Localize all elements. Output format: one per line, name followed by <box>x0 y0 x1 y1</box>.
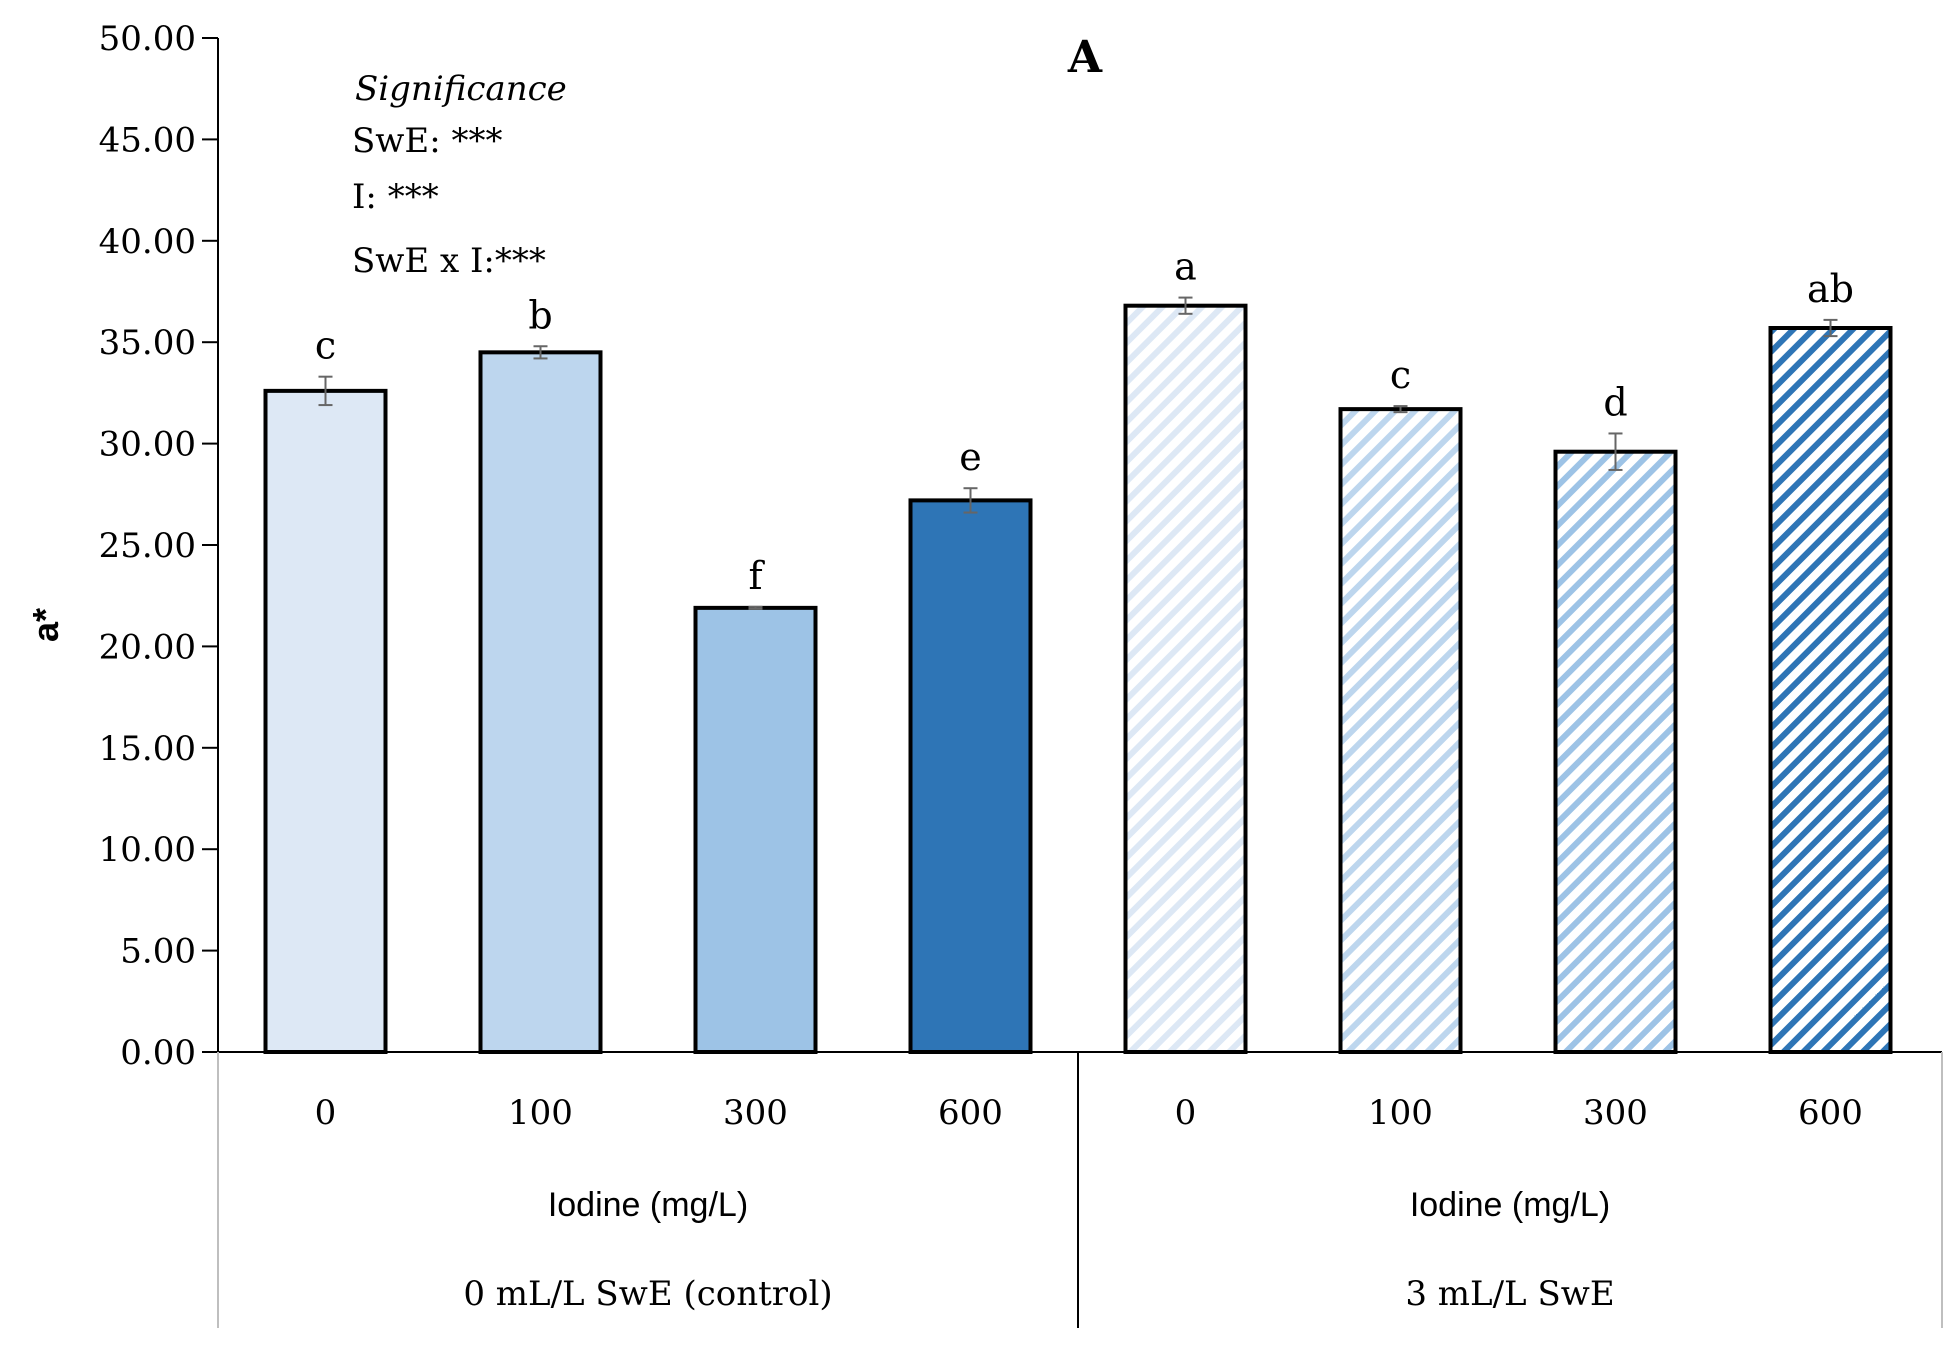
x-tick-label: 0 <box>315 1093 337 1133</box>
x-tick-label: 600 <box>938 1093 1003 1133</box>
bar <box>1123 303 1248 1055</box>
significance-heading: Significance <box>355 69 567 109</box>
y-tick-label: 45.00 <box>99 120 196 160</box>
y-axis-label: a* <box>25 608 66 642</box>
y-tick-label: 0.00 <box>120 1033 196 1073</box>
y-tick-label: 20.00 <box>99 627 196 667</box>
bar <box>478 350 603 1054</box>
y-tick-label: 5.00 <box>120 932 196 972</box>
bar <box>1553 449 1678 1055</box>
y-tick-label: 35.00 <box>99 323 196 363</box>
significance-letter: f <box>748 554 765 598</box>
y-tick-label: 15.00 <box>99 729 196 769</box>
x-tick-label: 100 <box>508 1093 573 1133</box>
x-axis: 0 100 300 600 0 100 300 600 Iodine (mg/L) Iodin… <box>217 1051 1943 1328</box>
chart-title: A <box>1067 32 1103 83</box>
significance-letter: c <box>1390 353 1411 397</box>
significance-letter: c <box>315 324 336 368</box>
bars: c b f e a c d ab <box>263 245 1893 1055</box>
group-label: 0 mL/L SwE (control) <box>463 1274 832 1314</box>
y-tick-label: 40.00 <box>99 222 196 262</box>
group-label: 3 mL/L SwE <box>1405 1274 1614 1314</box>
significance-line: I: *** <box>352 177 439 217</box>
significance-letter: ab <box>1807 267 1854 311</box>
y-axis: 0.00 5.00 10.00 15.00 20.00 25.00 30.00 35.00 40… <box>99 19 219 1073</box>
significance-line: SwE: *** <box>352 121 502 161</box>
significance-annotation: Significance SwE: *** I: *** SwE x I:*** <box>352 69 567 281</box>
y-tick-label: 10.00 <box>99 830 196 870</box>
significance-letter: e <box>959 435 982 479</box>
bar <box>1338 407 1463 1054</box>
significance-letter: b <box>528 293 552 337</box>
bar <box>693 605 818 1054</box>
bar <box>908 498 1033 1055</box>
bar <box>1768 326 1893 1054</box>
x-tick-label: 100 <box>1368 1093 1433 1133</box>
y-tick-label: 30.00 <box>99 425 196 465</box>
y-tick-label: 50.00 <box>99 19 196 59</box>
group-xlabel: Iodine (mg/L) <box>1410 1186 1610 1224</box>
significance-letter: a <box>1174 245 1197 289</box>
x-tick-label: 300 <box>723 1093 788 1133</box>
x-tick-label: 300 <box>1583 1093 1648 1133</box>
group-xlabel: Iodine (mg/L) <box>548 1186 748 1224</box>
significance-line: SwE x I:*** <box>352 241 546 281</box>
x-tick-label: 0 <box>1175 1093 1197 1133</box>
y-tick-label: 25.00 <box>99 526 196 566</box>
bar <box>263 388 388 1054</box>
x-tick-label: 600 <box>1798 1093 1863 1133</box>
significance-letter: d <box>1603 380 1627 424</box>
